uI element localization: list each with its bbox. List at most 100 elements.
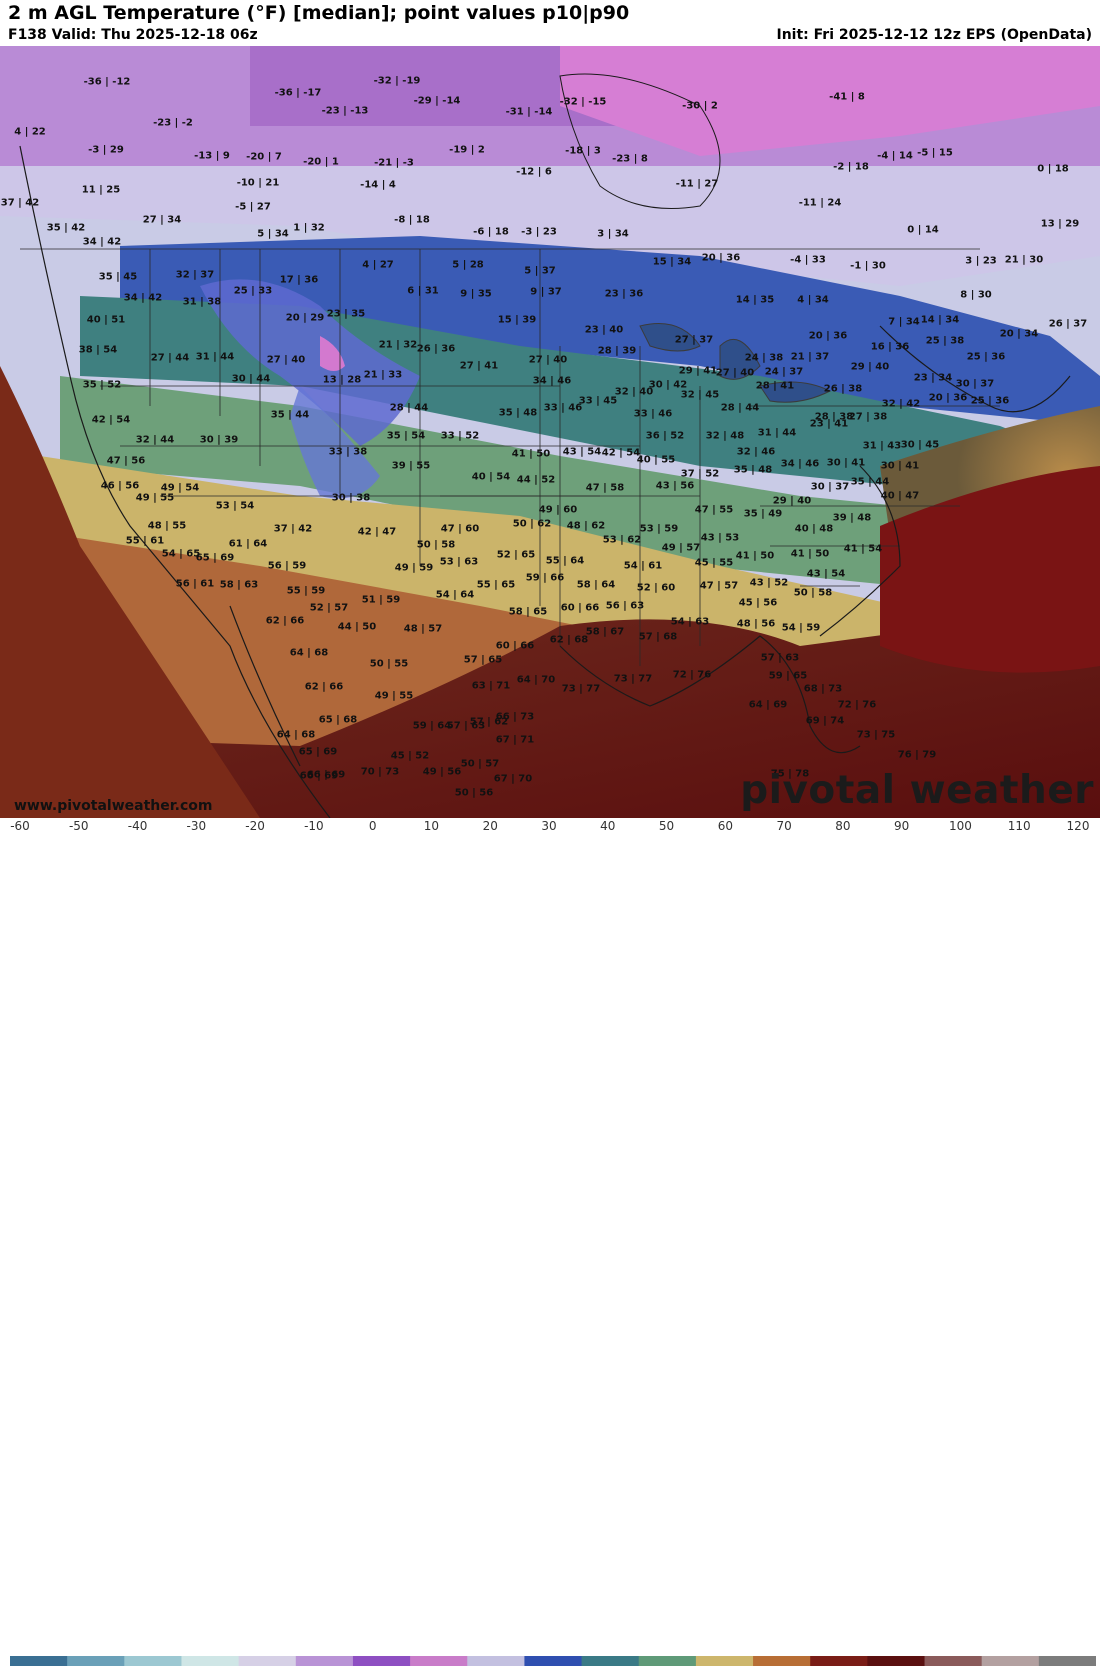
- point-value-label: 33 | 38: [328, 446, 368, 458]
- point-value-label: -30 | 2: [682, 100, 718, 112]
- point-value-label: 76 | 79: [897, 749, 937, 761]
- point-value-label: 62 | 68: [549, 634, 589, 646]
- point-value-label: 59 | 66: [525, 572, 565, 584]
- point-value-label: 27 | 34: [142, 214, 182, 226]
- colorbar-tick-label: -50: [68, 819, 89, 833]
- field-gulf-ocean: [0, 606, 1100, 818]
- point-value-label: 15 | 39: [497, 314, 537, 326]
- point-value-label: 32 | 37: [175, 269, 215, 281]
- point-value-label: -5 | 27: [235, 201, 271, 213]
- colorbar-tick-label: 120: [1066, 819, 1090, 833]
- point-value-label: 66 | 69: [299, 770, 339, 782]
- point-value-label: 31 | 44: [757, 427, 797, 439]
- colorbar-tick-label: 0: [368, 819, 377, 833]
- point-value-label: 48 | 62: [566, 520, 606, 532]
- point-value-label: 63 | 71: [471, 680, 511, 692]
- point-value-label: 53 | 62: [602, 534, 642, 546]
- colorbar-tick-label: -20: [245, 819, 265, 833]
- point-value-label: -23 | -13: [321, 105, 369, 117]
- point-value-label: -23 | 8: [612, 153, 648, 165]
- colorbar-tick-label: 60: [717, 819, 733, 833]
- point-value-label: 66 | 73: [495, 711, 535, 723]
- point-value-label: 55 | 64: [545, 555, 585, 567]
- point-value-label: -1 | 30: [850, 260, 886, 272]
- colorbar-swatch: [10, 1656, 68, 1666]
- point-value-label: 56 | 61: [175, 578, 215, 590]
- point-value-label: 49 | 60: [538, 504, 578, 516]
- point-value-label: 11 | 25: [81, 184, 121, 196]
- point-value-label: 29 | 40: [772, 495, 812, 507]
- point-value-label: 34 | 42: [123, 292, 163, 304]
- point-value-label: 42 | 47: [357, 526, 397, 538]
- point-value-label: 43 | 54: [806, 568, 846, 580]
- point-value-label: 1 | 32: [293, 222, 325, 234]
- point-value-label: 64 | 68: [276, 729, 316, 741]
- colorbar-swatch: [352, 1656, 411, 1666]
- colorbar-tick-label: 80: [835, 819, 851, 833]
- point-value-label: 15 | 34: [652, 256, 692, 268]
- point-value-label: 30 | 44: [231, 373, 271, 385]
- colorbar-swatch: [295, 1656, 354, 1666]
- point-value-label: 33 | 46: [543, 402, 583, 414]
- point-value-label: -3 | 23: [521, 226, 557, 238]
- point-value-label: 54 | 65: [161, 548, 201, 560]
- point-value-label: 32 | 40: [614, 386, 654, 398]
- point-value-label: 21 | 33: [363, 369, 403, 381]
- point-value-label: 73 | 77: [561, 683, 601, 695]
- point-value-label: 30 | 42: [648, 379, 688, 391]
- point-value-label: 34 | 46: [532, 375, 572, 387]
- point-value-label: 9 | 35: [460, 288, 492, 300]
- point-value-label: 36 | 52: [645, 430, 685, 442]
- point-value-label: 43 | 53: [700, 532, 740, 544]
- point-value-label: -31 | -14: [505, 106, 553, 118]
- temperature-map[interactable]: -36 | -12 -36 | -17 -32 | -19 -29 | -14 -31 …: [0, 46, 1100, 818]
- point-value-label: 49 | 54: [160, 482, 200, 494]
- point-value-label: 25 | 36: [966, 351, 1006, 363]
- point-value-label: 42 | 54: [601, 447, 641, 459]
- point-value-label: 72 | 76: [837, 699, 877, 711]
- point-value-label: 66 | 69: [306, 769, 346, 781]
- great-lakes: [639, 323, 832, 403]
- point-value-label: 43 | 56: [655, 480, 695, 492]
- point-value-label: 61 | 64: [228, 538, 268, 550]
- point-value-label: 35 | 54: [386, 430, 426, 442]
- point-value-label: 64 | 68: [289, 647, 329, 659]
- point-value-label: 60 | 66: [495, 640, 535, 652]
- colorbar-tick-label: 110: [1007, 819, 1031, 833]
- point-value-label: 25 | 38: [925, 335, 965, 347]
- point-value-label: 17 | 36: [279, 274, 319, 286]
- point-value-label: 20 | 36: [701, 252, 741, 264]
- point-value-label: 8 | 30: [960, 289, 992, 301]
- point-value-label: 35 | 48: [733, 464, 773, 476]
- point-value-label: 32 | 46: [736, 446, 776, 458]
- point-value-label: 55 | 61: [125, 535, 165, 547]
- colorbar-swatch: [753, 1656, 811, 1666]
- colorbar-swatch: [1038, 1656, 1096, 1666]
- point-value-label: -2 | 18: [833, 161, 869, 173]
- point-value-label: 20 | 36: [928, 392, 968, 404]
- point-value-label: -29 | -14: [413, 95, 461, 107]
- point-value-label: -3 | 29: [88, 144, 124, 156]
- point-value-label: 49 | 56: [422, 766, 462, 778]
- point-value-label: 35 | 44: [270, 409, 310, 421]
- point-value-label: 20 | 36: [808, 330, 848, 342]
- point-value-label: -20 | 1: [303, 156, 339, 168]
- point-value-label: 24 | 37: [764, 366, 804, 378]
- field-arctic-magenta: [560, 46, 1100, 156]
- point-value-label: 62 | 66: [265, 615, 305, 627]
- point-value-label: 23 | 35: [326, 308, 366, 320]
- colorbar-tick-label: 100: [948, 819, 972, 833]
- point-value-label: 28 | 41: [755, 380, 795, 392]
- point-value-label: 65 | 69: [195, 552, 235, 564]
- colorbar-swatch: [67, 1656, 125, 1666]
- point-value-label: 40 | 51: [86, 314, 126, 326]
- point-value-label: -18 | 3: [565, 145, 601, 157]
- colorbar-swatch: [467, 1656, 525, 1666]
- colorbar: -60 -50 -40 -30 -20 -10 0 10 20 30 40 50 60 70 80 90 100…: [0, 818, 1100, 1666]
- point-value-label: -19 | 2: [449, 144, 485, 156]
- colorbar-tick-label: 30: [541, 819, 557, 833]
- coastlines: [19, 145, 1071, 818]
- point-value-label: 26 | 38: [823, 383, 863, 395]
- point-value-label: 54 | 59: [781, 622, 821, 634]
- point-value-label: 55 | 59: [286, 585, 326, 597]
